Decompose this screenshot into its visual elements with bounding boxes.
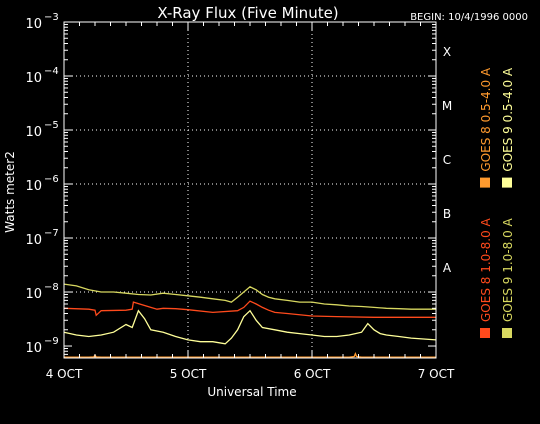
legend-label: GOES 8 0.5-4.0 A xyxy=(479,67,493,172)
legend-swatch xyxy=(502,177,512,188)
x-tick-label: 6 OCT xyxy=(294,367,331,381)
flare-class-label: C xyxy=(443,153,451,167)
x-axis-label: Universal Time xyxy=(207,385,296,399)
series-line-0 xyxy=(63,300,436,318)
x-tick-label: 5 OCT xyxy=(170,367,207,381)
y-tick-exponent: −9 xyxy=(44,336,59,347)
y-tick-exponent: −6 xyxy=(44,174,59,185)
chart-title: X-Ray Flux (Five Minute) xyxy=(157,4,338,22)
y-tick-label: 10 xyxy=(25,125,42,140)
x-tick-label: 7 OCT xyxy=(418,367,455,381)
y-tick-exponent: −3 xyxy=(44,12,59,23)
begin-label: BEGIN: 10/4/1996 0000 xyxy=(410,12,528,23)
y-tick-label: 10 xyxy=(25,287,42,302)
legend-label: GOES 8 1.0-8.0 A xyxy=(479,217,493,322)
x-tick-label: 4 OCT xyxy=(46,367,83,381)
y-tick-label: 10 xyxy=(25,233,42,248)
flare-class-label: M xyxy=(442,99,452,113)
series-line-1 xyxy=(63,283,436,310)
flare-class-label: B xyxy=(443,207,451,221)
y-tick-exponent: −8 xyxy=(44,282,59,293)
flare-class-label: A xyxy=(443,261,452,275)
legend-label: GOES 9 0.5-4.0 A xyxy=(501,67,515,172)
y-tick-exponent: −7 xyxy=(44,228,59,239)
y-tick-label: 10 xyxy=(25,179,42,194)
y-tick-label: 10 xyxy=(25,71,42,86)
legend-swatch xyxy=(480,328,490,338)
y-tick-exponent: −5 xyxy=(44,120,59,131)
y-tick-exponent: −4 xyxy=(44,66,59,77)
legend-swatch xyxy=(480,177,490,188)
series-line-3 xyxy=(63,309,437,345)
y-tick-label: 10 xyxy=(25,17,42,32)
y-tick-label: 10 xyxy=(25,341,42,356)
flare-class-label: X xyxy=(443,45,451,59)
y-axis-label: Watts meter2 xyxy=(3,151,17,233)
legend-label: GOES 9 1.0-8.0 A xyxy=(501,217,515,322)
legend-swatch xyxy=(502,328,512,338)
